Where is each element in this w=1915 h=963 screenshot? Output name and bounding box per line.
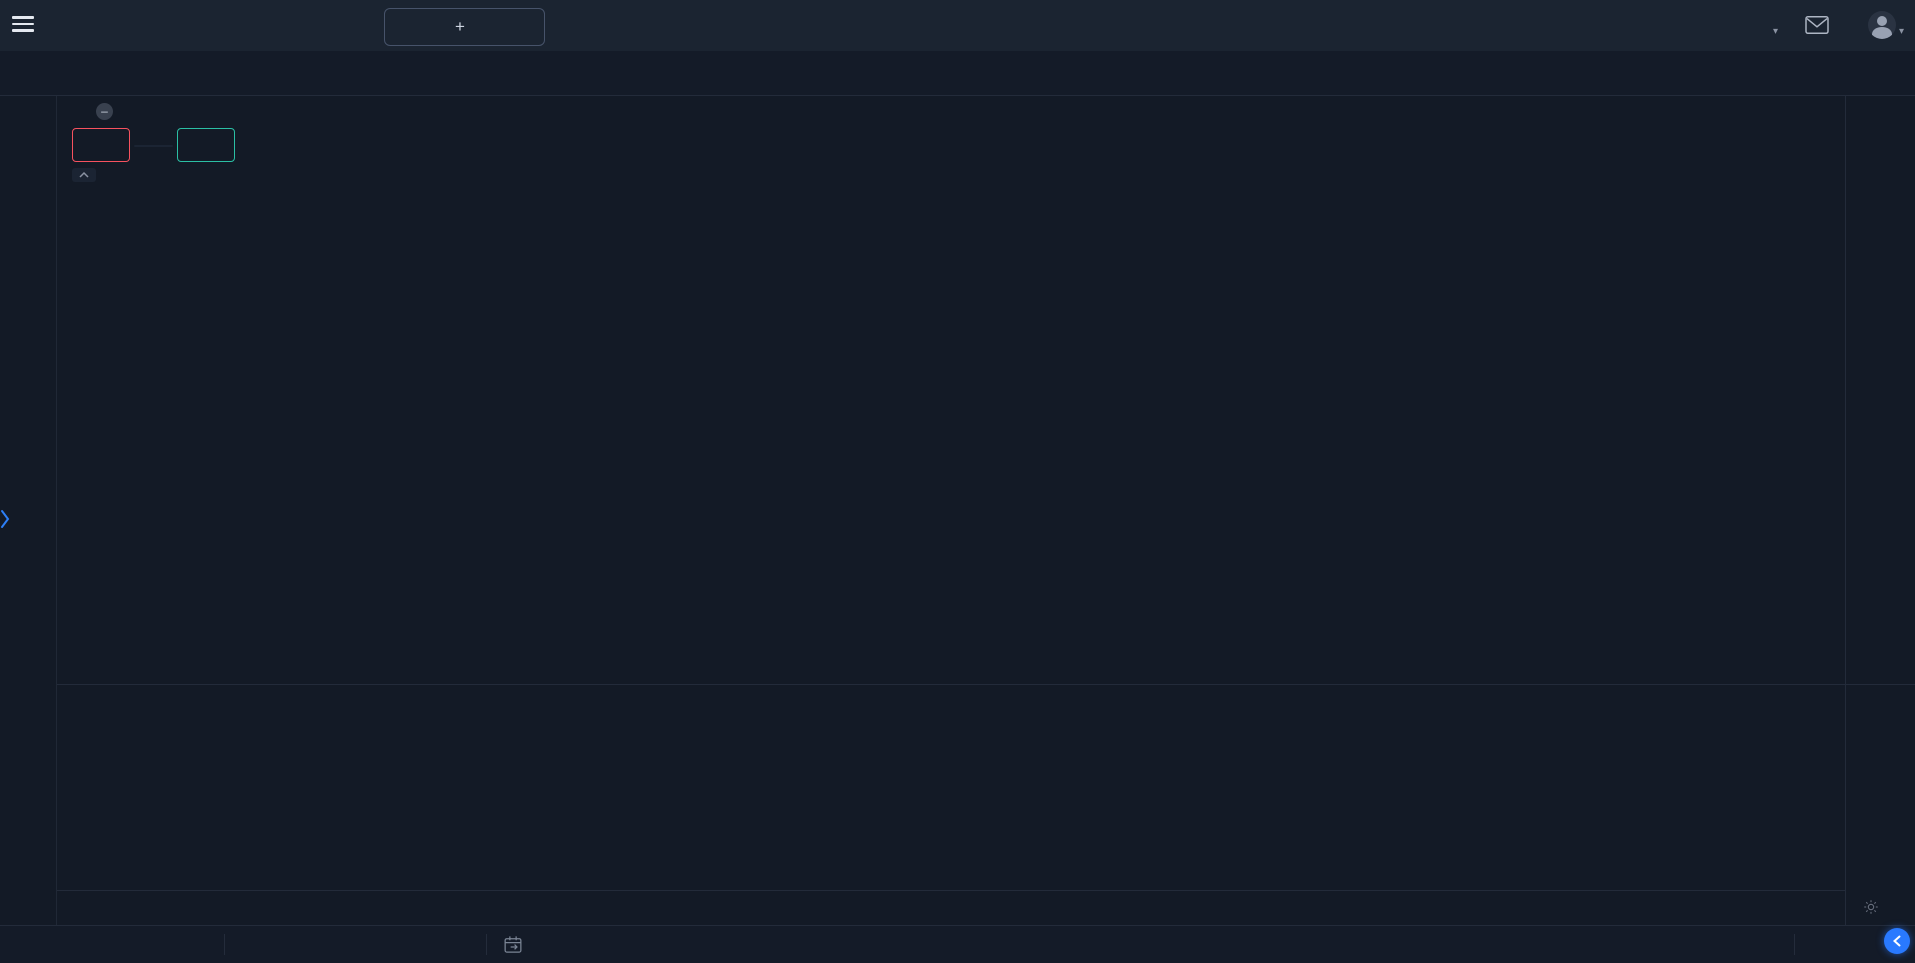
scroll-to-realtime-button[interactable] [1884, 928, 1910, 954]
sell-bid-button[interactable] [72, 128, 130, 162]
buy-ask-button[interactable] [177, 128, 235, 162]
plus-icon: + [455, 17, 465, 37]
spread-value [134, 145, 173, 147]
new-order-button[interactable]: + [384, 8, 545, 46]
chart-toolbar [0, 51, 1915, 96]
powered-by [80, 926, 85, 963]
legend-collapse-source-button[interactable]: – [96, 103, 113, 120]
app-header: + ▾ ▾ [0, 0, 1915, 51]
drawing-toolbar [0, 51, 57, 925]
chart-root: – ‹ [0, 0, 1915, 962]
time-axis[interactable] [0, 890, 1845, 926]
price-chart-canvas[interactable] [0, 0, 1915, 962]
avatar[interactable] [1868, 11, 1896, 39]
legend-collapse-button[interactable] [72, 168, 96, 182]
quote-row [72, 128, 235, 162]
pane-separator[interactable] [0, 684, 1915, 685]
profit-dropdown-caret-icon[interactable]: ▾ [1773, 26, 1778, 37]
avatar-dropdown-caret-icon[interactable]: ▾ [1899, 26, 1904, 37]
go-to-date-icon[interactable] [502, 926, 524, 963]
bottom-bar [0, 925, 1915, 963]
chart-legend: – [72, 103, 235, 182]
spread-display [130, 143, 177, 147]
axis-settings-gear-icon[interactable] [1862, 898, 1880, 916]
clock[interactable] [1672, 926, 1778, 963]
price-axis[interactable] [1845, 95, 1915, 925]
mail-icon[interactable] [1804, 14, 1830, 36]
legend-title-row[interactable]: – [72, 103, 235, 120]
menu-icon[interactable] [12, 16, 34, 34]
expand-panel-chevron-icon[interactable] [0, 508, 10, 530]
